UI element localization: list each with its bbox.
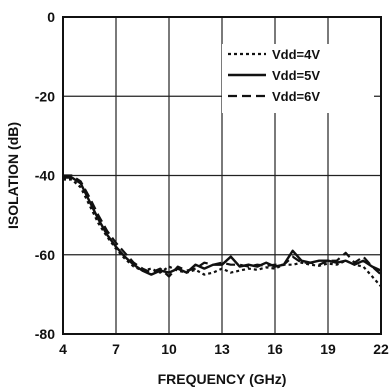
- x-tick-label: 19: [320, 341, 336, 357]
- y-tick-label: -20: [35, 88, 55, 104]
- y-tick-label: -40: [35, 168, 55, 184]
- x-tick-label: 4: [59, 341, 67, 357]
- series-line-2: [63, 176, 382, 276]
- legend-label-3: Vdd=6V: [272, 89, 320, 104]
- x-tick-label: 22: [373, 341, 389, 357]
- legend-label-2: Vdd=5V: [272, 68, 320, 83]
- x-tick-label: 16: [267, 341, 283, 357]
- legend: Vdd=4V Vdd=5V Vdd=6V: [222, 44, 374, 113]
- x-tick-labels: 4 7 10 13 16 19 22: [59, 341, 389, 357]
- y-tick-labels: 0 -20 -40 -60 -80: [35, 9, 55, 342]
- y-axis-label: ISOLATION (dB): [5, 122, 21, 229]
- x-tick-label: 10: [161, 341, 177, 357]
- series-line-1: [63, 178, 382, 288]
- x-tick-label: 13: [214, 341, 230, 357]
- y-tick-label: -80: [35, 326, 55, 342]
- legend-label-1: Vdd=4V: [272, 47, 320, 62]
- y-tick-label: 0: [47, 9, 55, 25]
- x-axis-label: FREQUENCY (GHz): [158, 371, 287, 387]
- series-line-3: [63, 174, 382, 278]
- series-layer: [63, 174, 382, 288]
- legend-background: [222, 44, 374, 113]
- y-tick-label: -60: [35, 247, 55, 263]
- x-tick-label: 7: [112, 341, 120, 357]
